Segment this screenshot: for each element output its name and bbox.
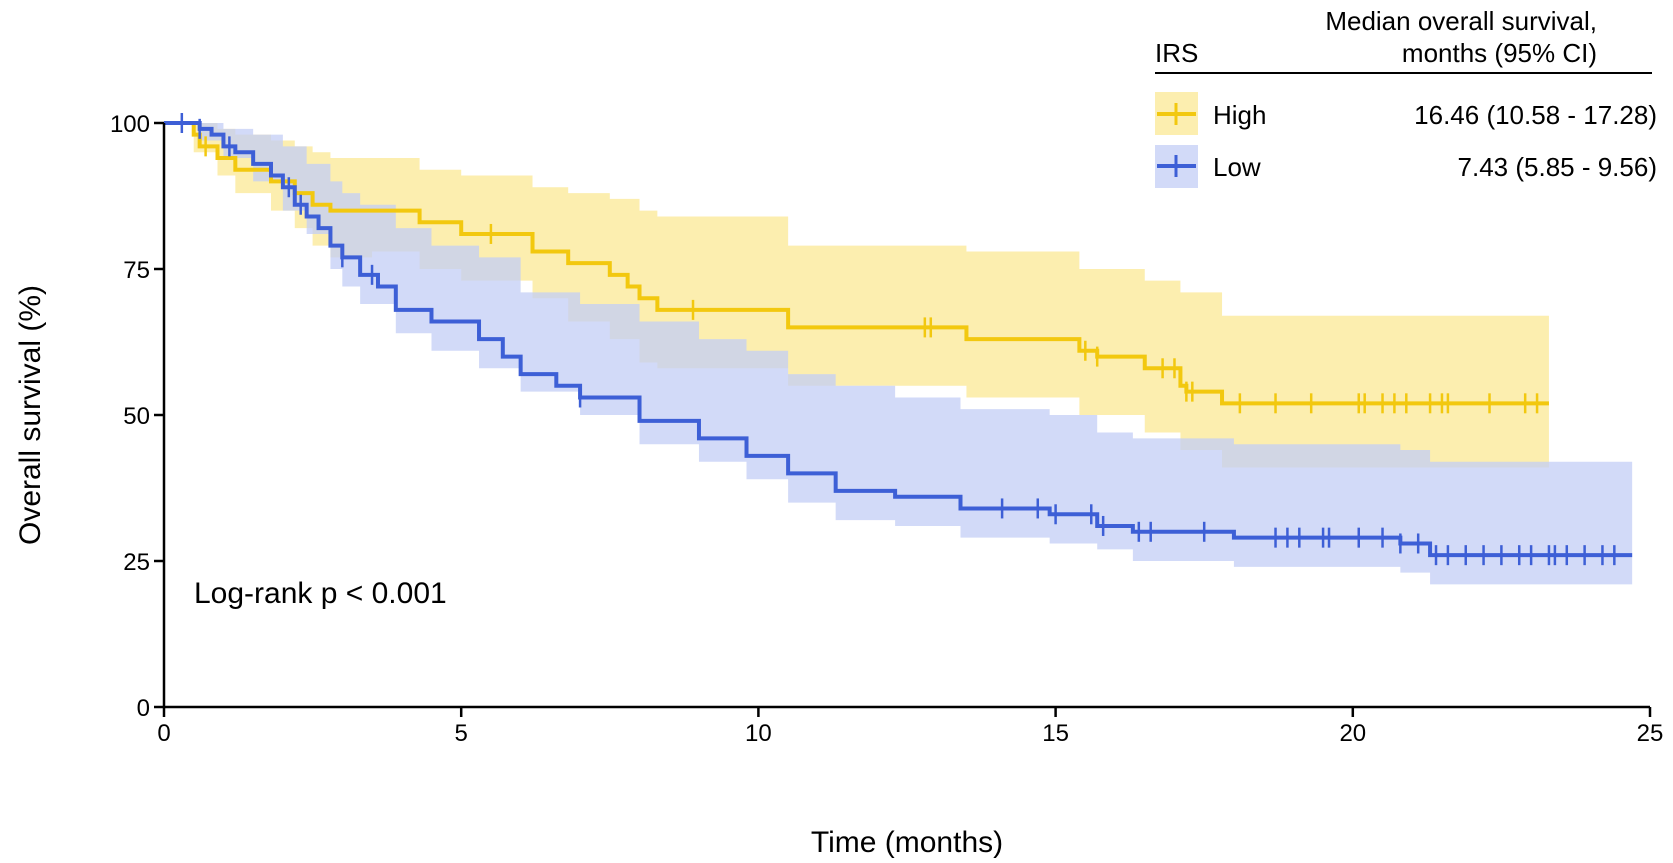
band-high xyxy=(164,123,1549,468)
x-axis-title: Time (months) xyxy=(811,826,1003,859)
legend-high-value: 16.46 (10.58 - 17.28) xyxy=(1414,100,1657,130)
legend-high-label: High xyxy=(1213,100,1266,130)
survival-curves xyxy=(164,121,1633,558)
x-tick-label: 25 xyxy=(1637,720,1664,747)
y-tick-label: 50 xyxy=(123,403,150,430)
curve-low xyxy=(164,121,1633,558)
curve-high xyxy=(164,121,1549,406)
band-low xyxy=(164,123,1633,585)
legend-value-header-line1: Median overall survival, xyxy=(1325,6,1597,36)
x-tick-label: 20 xyxy=(1339,720,1366,747)
x-tick-label: 5 xyxy=(455,720,468,747)
legend-title: IRS xyxy=(1155,38,1198,68)
legend: IRS Median overall survival, months (95%… xyxy=(1155,6,1657,188)
y-axis-title: Overall survival (%) xyxy=(14,285,47,545)
legend-value-header-line2: months (95% CI) xyxy=(1402,38,1597,68)
x-ticks: 0 5 10 15 20 25 xyxy=(157,707,1663,747)
legend-low-label: Low xyxy=(1213,152,1261,182)
x-tick-label: 0 xyxy=(157,720,170,747)
y-tick-label: 100 xyxy=(110,111,150,138)
confidence-bands xyxy=(164,123,1633,585)
legend-low-value: 7.43 (5.85 - 9.56) xyxy=(1458,152,1657,182)
y-ticks: 0 25 50 75 100 xyxy=(110,111,164,722)
censor-marks xyxy=(180,113,1616,566)
y-tick-label: 0 xyxy=(137,695,150,722)
x-tick-label: 10 xyxy=(745,720,772,747)
y-tick-label: 75 xyxy=(123,257,150,284)
logrank-annotation: Log-rank p < 0.001 xyxy=(194,577,447,610)
y-tick-label: 25 xyxy=(123,549,150,576)
x-tick-label: 15 xyxy=(1042,720,1069,747)
